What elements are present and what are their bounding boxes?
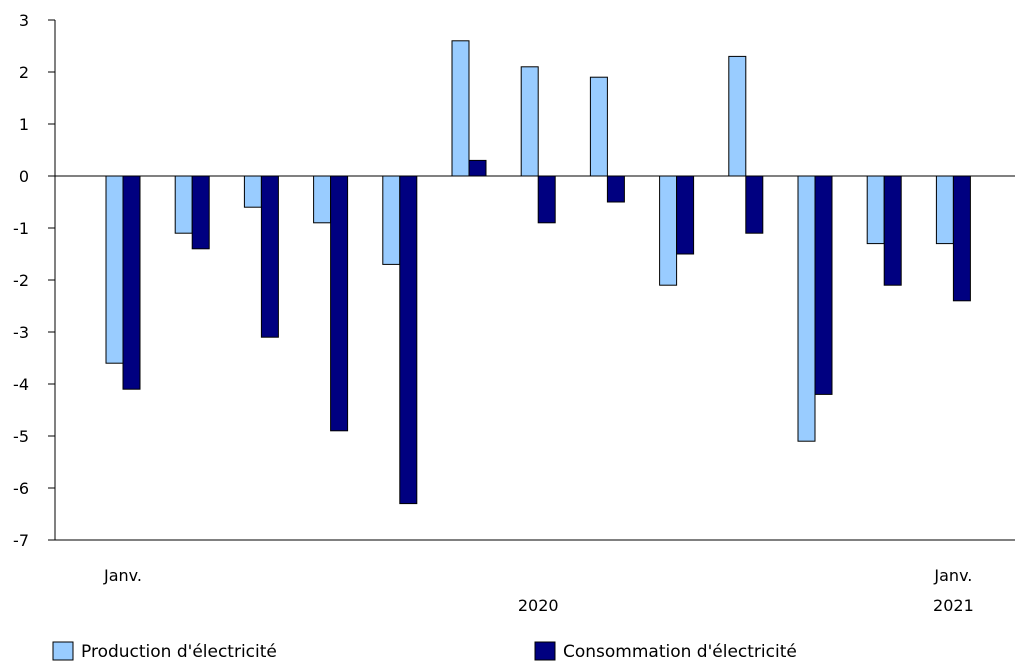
bar-production — [105, 175, 124, 364]
bar-production — [451, 40, 470, 177]
legend-swatch — [52, 641, 74, 661]
bar-consumption — [399, 175, 418, 505]
x-tick-label-year: 2021 — [933, 596, 974, 615]
bar-consumption — [260, 175, 279, 338]
bar-production — [589, 76, 608, 177]
bar-production — [313, 175, 332, 224]
bar-production — [382, 175, 401, 265]
y-tick-label: -1 — [13, 219, 29, 238]
y-axis-tick-labels: 3 2 1 0 -1 -2 -3 -4 -5 -6 -7 — [13, 11, 29, 550]
bar-production — [797, 175, 816, 442]
y-tick-label: -6 — [13, 479, 29, 498]
y-tick-label: 3 — [19, 11, 29, 30]
legend-label: Production d'électricité — [81, 642, 277, 661]
bar-production — [866, 175, 885, 245]
bar-consumption — [814, 175, 833, 395]
x-tick-label-year: 2020 — [518, 596, 559, 615]
legend: Production d'électricité Consommation d'é… — [52, 641, 797, 661]
bar-consumption — [745, 175, 764, 234]
bars — [105, 40, 971, 505]
bar-consumption — [468, 159, 487, 177]
bar-consumption — [330, 175, 349, 432]
y-tick-label: -4 — [13, 375, 29, 394]
bar-production — [243, 175, 262, 208]
bar-production — [174, 175, 193, 234]
y-tick-label: 2 — [19, 63, 29, 82]
bar-consumption — [191, 175, 210, 250]
y-tick-label: -2 — [13, 271, 29, 290]
y-tick-label: -5 — [13, 427, 29, 446]
bar-consumption — [606, 175, 625, 203]
bar-production — [935, 175, 954, 245]
legend-label: Consommation d'électricité — [563, 642, 797, 661]
x-axis-tick-labels: Janv. 2020 Janv. 2021 — [103, 566, 974, 615]
y-tick-label: 0 — [19, 167, 29, 186]
legend-swatch — [534, 641, 556, 661]
axes — [48, 19, 1015, 541]
bar-consumption — [952, 175, 971, 302]
x-tick-label-month: Janv. — [933, 566, 972, 585]
y-tick-label: -3 — [13, 323, 29, 342]
bar-consumption — [122, 175, 141, 390]
y-tick-label: -7 — [13, 531, 29, 550]
bar-production — [520, 66, 539, 177]
x-tick-label-month: Janv. — [103, 566, 142, 585]
bar-production — [728, 55, 747, 177]
bar-production — [659, 175, 678, 286]
bar-consumption — [883, 175, 902, 286]
y-tick-label: 1 — [19, 115, 29, 134]
y-axis-ticks — [48, 19, 55, 541]
bar-consumption — [676, 175, 695, 255]
bar-consumption — [537, 175, 556, 224]
